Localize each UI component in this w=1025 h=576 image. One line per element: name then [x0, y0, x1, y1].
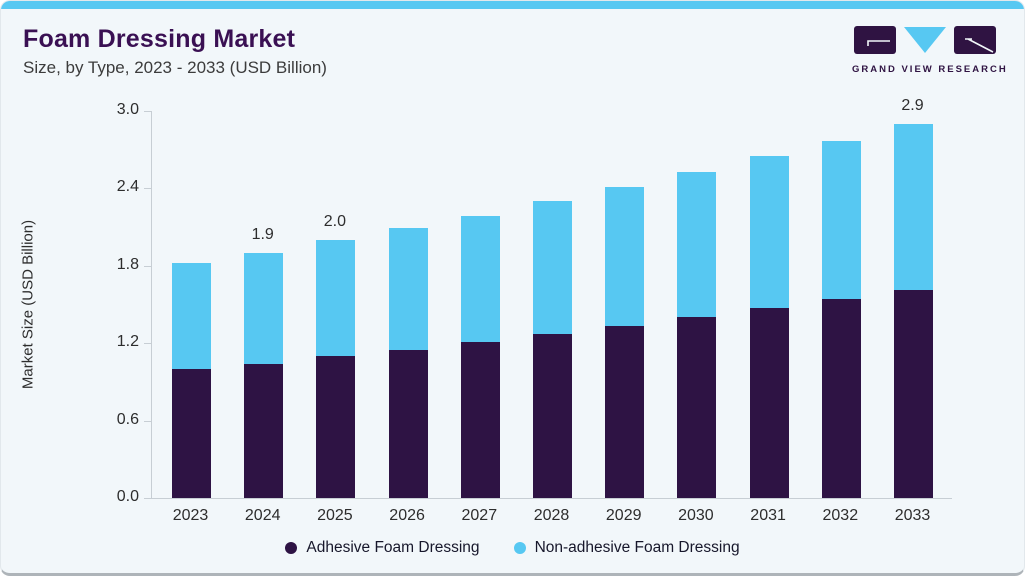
bar-2025	[316, 240, 356, 498]
legend-label: Non-adhesive Foam Dressing	[534, 539, 740, 556]
bar-2026	[388, 228, 428, 498]
bar-segment-adhesive	[749, 308, 789, 498]
x-tick-label: 2030	[678, 507, 714, 524]
bar-segment-non-adhesive	[749, 156, 789, 309]
y-tick-mark	[144, 343, 151, 345]
y-tick-mark	[144, 111, 151, 112]
x-tick-label: 2027	[461, 507, 498, 524]
x-tick-label: 2031	[750, 507, 786, 524]
y-tick-label: 1.2	[116, 333, 139, 351]
y-tick-label: 0.0	[116, 488, 139, 505]
bar-segment-adhesive	[244, 363, 284, 498]
x-tick-label: 2024	[244, 507, 281, 524]
bar-segment-non-adhesive	[316, 240, 356, 357]
x-tick-label: 2032	[822, 507, 859, 524]
gvr-logo-marks	[854, 26, 996, 54]
bar-segment-adhesive	[316, 356, 356, 498]
bar-value-label: 1.9	[251, 225, 274, 243]
bar-value-label: 2.0	[323, 213, 347, 230]
legend-label: Adhesive Foam Dressing	[306, 539, 480, 556]
bar-2024	[244, 252, 284, 498]
bar-segment-non-adhesive	[677, 171, 717, 318]
legend: Adhesive Foam Dressing Non-adhesive Foam …	[1, 539, 1024, 557]
y-tick-mark	[144, 188, 151, 190]
x-tick-label: 2029	[605, 507, 642, 524]
bar-segment-adhesive	[172, 369, 211, 498]
y-tick-label: 3.0	[116, 101, 139, 118]
bar-segment-non-adhesive	[172, 263, 211, 369]
y-tick-mark	[144, 498, 151, 499]
page-subtitle: Size, by Type, 2023 - 2033 (USD Billion)	[23, 58, 327, 77]
y-tick-label: 2.4	[116, 178, 139, 196]
bar-2029	[605, 187, 645, 498]
bar-segment-non-adhesive	[605, 187, 645, 327]
bar-2027	[460, 215, 500, 499]
x-tick-label: 2033	[894, 507, 931, 524]
bar-2023	[172, 263, 211, 498]
gvr-logo: GRAND VIEW RESEARCH	[852, 25, 1008, 75]
bar-segment-non-adhesive	[244, 252, 284, 364]
top-accent-bar	[1, 1, 1024, 9]
plot-area	[151, 111, 952, 499]
bar-segment-adhesive	[460, 341, 500, 498]
bar-2032	[821, 140, 861, 498]
y-tick-mark	[144, 420, 151, 422]
bar-segment-adhesive	[821, 299, 861, 498]
y-tick-label: 0.6	[116, 410, 139, 428]
y-axis-title: Market Size (USD Billion)	[19, 219, 37, 390]
legend-item: Non-adhesive Foam Dressing	[513, 539, 740, 557]
bar-segment-non-adhesive	[821, 140, 861, 300]
x-tick-label: 2028	[533, 507, 570, 524]
legend-swatch-icon	[513, 542, 526, 554]
bar-2030	[677, 171, 717, 498]
bar-2028	[533, 201, 572, 498]
bar-segment-non-adhesive	[533, 201, 572, 335]
x-tick-label: 2026	[389, 507, 425, 524]
legend-item: Adhesive Foam Dressing	[285, 539, 480, 557]
y-tick-label: 1.8	[116, 255, 139, 273]
page-title: Foam Dressing Market	[23, 25, 296, 53]
x-tick-label: 2023	[172, 507, 209, 524]
bar-2033	[894, 123, 933, 498]
bar-segment-non-adhesive	[388, 228, 428, 350]
bar-segment-adhesive	[388, 349, 428, 498]
gvr-logo-text: GRAND VIEW RESEARCH	[852, 64, 1008, 75]
bar-segment-adhesive	[677, 317, 717, 498]
bar-segment-adhesive	[533, 334, 572, 498]
y-tick-mark	[144, 265, 151, 267]
bar-2031	[749, 156, 789, 498]
bar-segment-adhesive	[894, 290, 933, 498]
bar-segment-non-adhesive	[460, 215, 500, 342]
bar-segment-adhesive	[605, 326, 645, 498]
x-tick-label: 2025	[317, 507, 353, 524]
bar-segment-non-adhesive	[894, 123, 933, 291]
legend-swatch-icon	[285, 542, 298, 554]
bar-value-label: 2.9	[901, 96, 924, 114]
